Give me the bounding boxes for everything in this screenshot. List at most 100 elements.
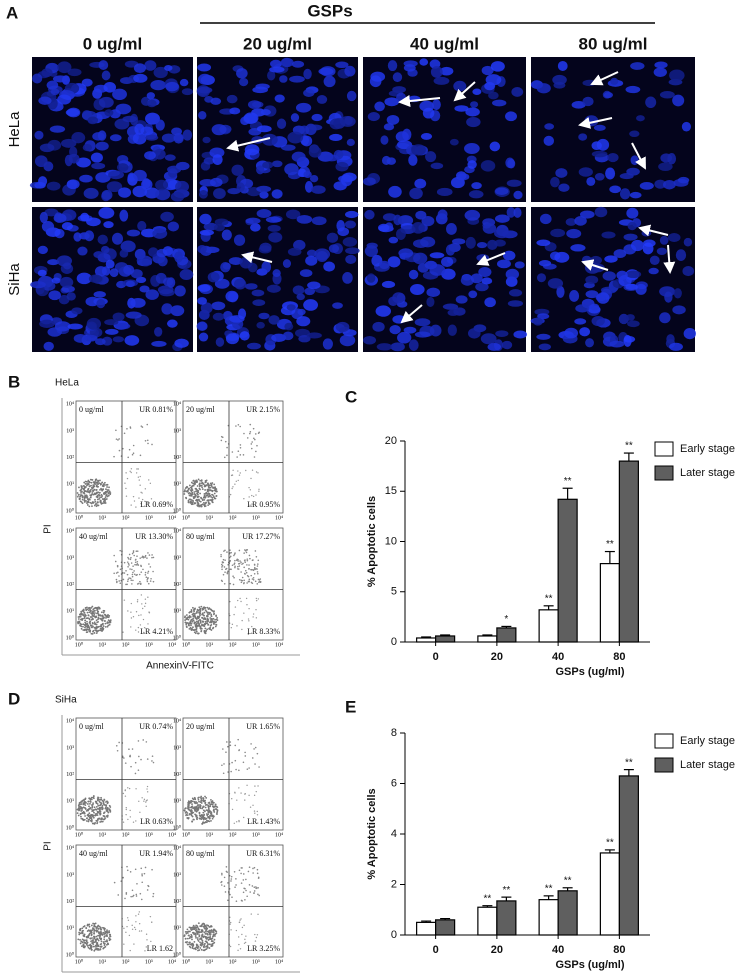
event-dot — [258, 431, 260, 433]
nucleus — [124, 335, 139, 346]
event-dot — [200, 815, 202, 817]
event-dot — [122, 877, 124, 879]
event-dot — [138, 740, 140, 742]
nucleus — [629, 131, 639, 138]
nucleus — [34, 131, 43, 140]
event-dot — [85, 623, 87, 625]
event-dot — [82, 496, 84, 498]
event-dot — [238, 820, 239, 821]
event-dot — [95, 814, 97, 816]
nucleus — [240, 331, 250, 341]
event-dot — [133, 496, 134, 497]
event-dot — [84, 933, 86, 935]
nucleus — [174, 339, 188, 348]
event-dot — [200, 506, 202, 508]
event-dot — [258, 489, 259, 490]
bar — [600, 853, 619, 935]
nucleus — [409, 270, 418, 280]
event-dot — [130, 557, 132, 559]
micrograph — [30, 207, 193, 352]
nucleus — [508, 300, 523, 307]
event-dot — [89, 607, 91, 609]
event-dot — [91, 482, 93, 484]
nucleus — [67, 179, 80, 189]
nucleus — [71, 307, 82, 314]
event-dot — [198, 484, 200, 486]
event-dot — [235, 884, 237, 886]
event-dot — [208, 492, 210, 494]
bar — [497, 901, 516, 935]
event-dot — [127, 579, 129, 581]
tick-label: 10⁰ — [182, 958, 191, 965]
event-dot — [77, 812, 79, 814]
nucleus — [595, 173, 605, 181]
event-dot — [123, 793, 124, 794]
event-dot — [141, 797, 142, 798]
event-dot — [192, 480, 194, 482]
event-dot — [106, 939, 108, 941]
event-dot — [83, 482, 85, 484]
nucleus — [51, 89, 60, 95]
event-dot — [257, 753, 259, 755]
event-dot — [208, 612, 210, 614]
nucleus — [437, 188, 453, 196]
event-dot — [78, 810, 80, 812]
event-dot — [226, 551, 228, 553]
event-dot — [130, 578, 132, 580]
event-dot — [241, 882, 243, 884]
event-dot — [99, 799, 101, 801]
event-dot — [97, 502, 99, 504]
nucleus — [468, 328, 481, 338]
nucleus — [163, 277, 173, 286]
event-dot — [196, 932, 198, 934]
event-dot — [152, 896, 154, 898]
nucleus — [77, 247, 87, 256]
event-dot — [132, 572, 134, 574]
event-dot — [94, 505, 96, 507]
event-dot — [90, 930, 92, 932]
event-dot — [101, 620, 103, 622]
nucleus — [507, 159, 515, 169]
dose-label: 80 ug/ml — [186, 532, 215, 541]
event-dot — [97, 808, 99, 810]
nucleus — [35, 155, 48, 167]
event-dot — [222, 565, 224, 567]
event-dot — [84, 622, 86, 624]
event-dot — [146, 788, 147, 789]
nucleus — [297, 309, 305, 315]
event-dot — [230, 745, 232, 747]
event-dot — [237, 566, 239, 568]
event-dot — [118, 580, 120, 582]
nucleus — [592, 151, 608, 158]
event-dot — [249, 891, 251, 893]
event-dot — [183, 493, 185, 495]
nucleus — [91, 163, 105, 170]
event-dot — [144, 950, 145, 951]
event-dot — [129, 449, 131, 451]
event-dot — [106, 486, 108, 488]
event-dot — [209, 815, 211, 817]
event-dot — [131, 472, 132, 473]
event-dot — [87, 612, 89, 614]
nucleus — [329, 244, 339, 253]
event-dot — [101, 934, 103, 936]
tick-label: 10³ — [145, 642, 153, 648]
nucleus — [104, 109, 113, 116]
tick-label: 10¹ — [66, 799, 74, 805]
event-dot — [100, 500, 102, 502]
event-dot — [105, 623, 107, 625]
event-dot — [202, 498, 204, 500]
event-dot — [124, 483, 125, 484]
event-dot — [235, 425, 237, 427]
nucleus — [307, 250, 317, 257]
event-dot — [234, 792, 235, 793]
event-dot — [149, 554, 151, 556]
event-dot — [246, 604, 247, 605]
event-dot — [107, 810, 109, 812]
event-dot — [194, 613, 196, 615]
event-dot — [201, 945, 203, 947]
event-dot — [186, 814, 188, 816]
event-dot — [210, 629, 212, 631]
event-dot — [248, 564, 250, 566]
event-dot — [198, 949, 200, 951]
